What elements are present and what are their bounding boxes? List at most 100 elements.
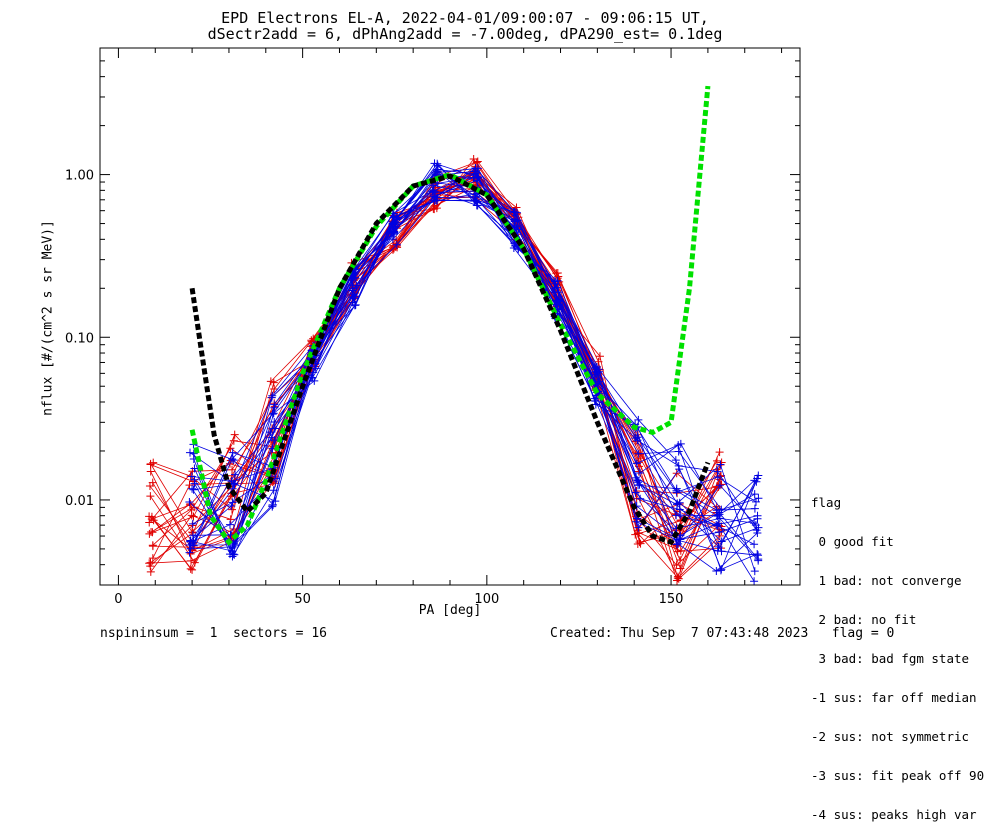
series-red-marker [226,444,235,453]
series-red-marker [147,528,156,537]
series-blue-marker [753,528,762,537]
series-red-marker [307,336,316,345]
series-red-marker [147,514,156,523]
series-blue-marker [552,296,561,305]
series-red-marker [594,357,603,366]
series-red-marker [146,562,155,571]
series-red-marker [186,564,195,573]
series-blue-marker [469,173,478,182]
series-red-marker [146,467,155,476]
series-blue-marker [187,472,196,481]
series-blue-marker [750,504,759,513]
series-red-marker [190,503,199,512]
series-red-marker [674,574,683,583]
series-blue-marker [632,459,641,468]
series-blue-marker [510,207,519,216]
chart-title-line1: EPD Electrons EL-A, 2022-04-01/09:00:07 … [221,9,709,27]
series-blue-marker [631,488,640,497]
y-tick-label: 0.10 [65,331,94,346]
series-blue-curve [193,173,757,546]
series-blue-marker [672,484,681,493]
fit-green-line [189,85,711,546]
series-blue-marker [712,506,721,515]
series-red-marker [189,512,198,521]
series-blue-marker [713,546,722,555]
series-blue-marker [231,470,240,479]
footer-spin-info: nspininsum = 1 sectors = 16 [100,626,327,641]
series-red-marker [595,352,604,361]
series-blue-marker [229,456,238,465]
series-blue-marker [348,281,357,290]
series-red-marker [270,384,279,393]
series-blue-marker [750,540,759,549]
series-blue-marker [550,284,559,293]
series-blue-marker [713,512,722,521]
chart-title-line2: dSectr2add = 6, dPhAng2add = -7.00deg, d… [207,25,723,43]
series-blue-marker [592,367,601,376]
series-blue-marker [754,494,763,503]
series-blue-marker [715,510,724,519]
series-red-marker [149,516,158,525]
series-blue-marker [433,159,442,168]
series-blue-marker [509,243,518,252]
series-blue-marker [188,531,197,540]
legend-item-high-var: -4 sus: peaks high var [811,807,977,822]
legend-item-no-fit: 2 bad: no fit [811,612,917,627]
series-blue-marker [351,301,360,310]
series-blue-marker [676,439,685,448]
series-blue-marker [390,218,399,227]
series-blue-curve [192,193,755,582]
series-blue-marker [188,519,197,528]
series-blue-marker [186,537,195,546]
series-red-curve [148,171,721,579]
series-red-marker [635,528,644,537]
series-red-marker [229,436,238,445]
series-blue-marker [632,517,641,526]
chart-plot-area: 0 50 100 150 0.01 0.10 1.00 [65,47,801,607]
series-blue-marker [634,523,643,532]
series-blue-marker [392,240,401,249]
series-blue-marker [431,192,440,201]
series-blue-marker [715,481,724,490]
legend-item-not-converge: 1 bad: not converge [811,573,962,588]
y-tick-label: 0.01 [65,494,94,509]
x-tick-label: 0 [114,592,122,607]
series-blue-marker [226,530,235,539]
series-blue-curve [193,170,755,556]
series-blue-marker [228,455,237,464]
series-red-marker [188,565,197,574]
series-blue-marker [672,500,681,509]
series-blue-marker [634,481,643,490]
series-group [145,85,763,585]
series-blue-marker [185,448,194,457]
series-blue-marker [349,284,358,293]
series-blue-marker [674,539,683,548]
series-red-marker [230,430,239,439]
series-red-marker [145,482,154,491]
series-blue-marker [227,477,236,486]
series-blue-marker [753,514,762,523]
footer-created-info: Created: Thu Sep 7 07:43:48 2023 flag = … [550,626,895,641]
series-blue-marker [750,567,759,576]
series-red-marker [554,272,563,281]
series-blue-marker [554,288,563,297]
series-red-marker [228,505,237,514]
x-tick-label: 150 [659,592,684,607]
series-blue-marker [754,471,763,480]
series-blue-marker [636,494,645,503]
x-tick-label: 100 [474,592,499,607]
series-red-marker [673,576,682,585]
series-blue-marker [591,400,600,409]
series-blue-curve [191,167,755,553]
series-blue-marker [754,556,763,565]
series-blue-marker [715,528,724,537]
series-red-marker [715,448,724,457]
x-axis-label: PA [deg] [418,603,482,618]
series-blue-marker [674,461,683,470]
legend-title: flag [811,495,842,510]
series-blue-marker [269,409,278,418]
series-blue-curve [191,172,758,572]
series-blue-marker [675,505,684,514]
series-red-marker [676,546,685,555]
series-blue-marker [428,187,437,196]
